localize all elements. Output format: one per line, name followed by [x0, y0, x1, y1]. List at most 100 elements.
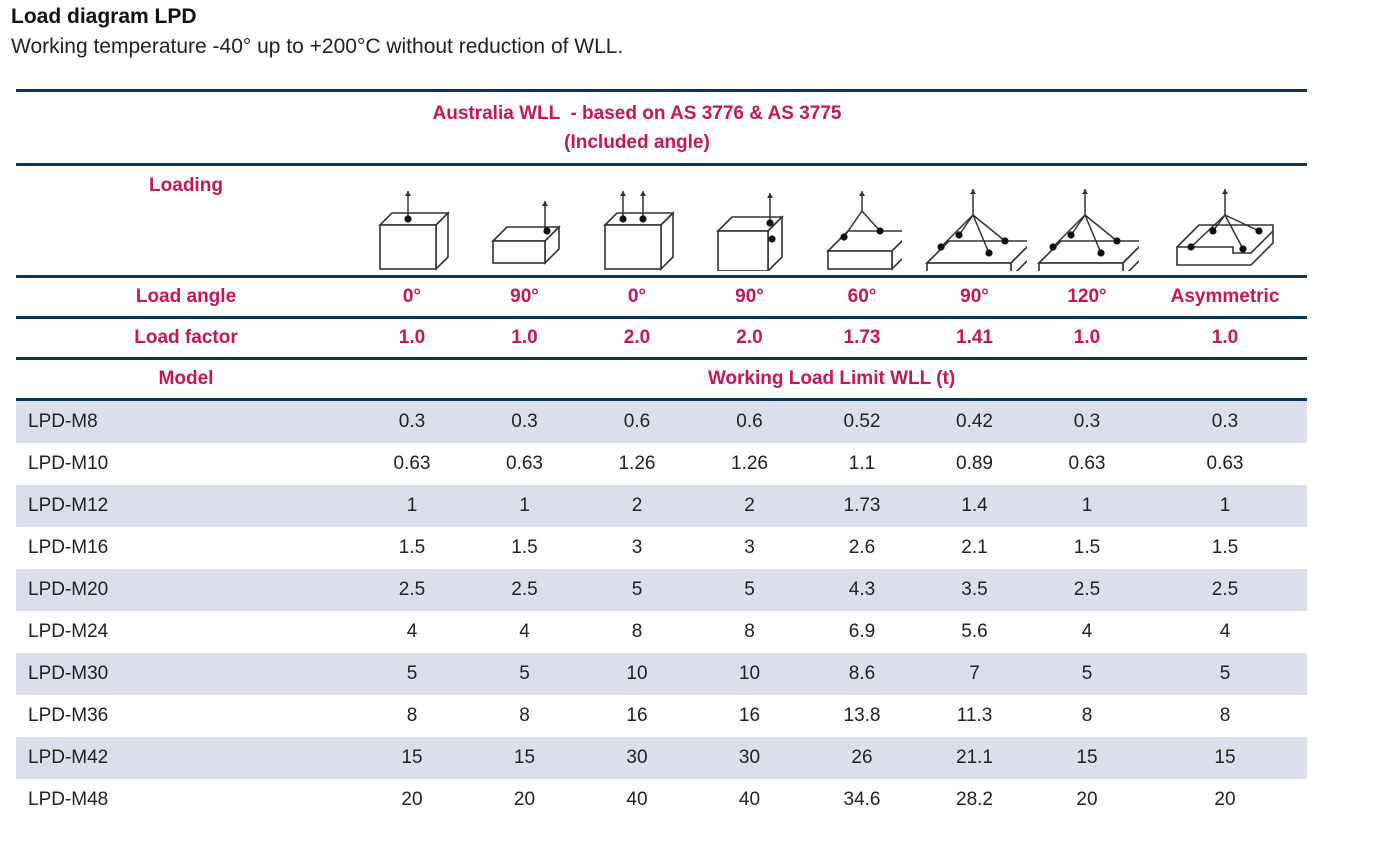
- load-factor-cell: 1.0: [1031, 317, 1143, 360]
- wll-cell: 15: [1143, 737, 1307, 779]
- load-factor-cell: 1.0: [356, 317, 468, 360]
- two-point-vertical-cube-icon: [603, 191, 675, 271]
- table-row: LPD-M42 15 15 30 30 26 21.1 15 15: [16, 737, 1307, 779]
- wll-cell: 15: [468, 737, 581, 779]
- wll-cell: 0.3: [356, 399, 468, 443]
- loading-cell: [1143, 164, 1307, 278]
- load-factor-cell: 1.41: [918, 317, 1031, 360]
- loading-cell: [806, 164, 918, 278]
- table-row: LPD-M12 1 1 2 2 1.73 1.4 1 1: [16, 485, 1307, 527]
- wll-cell: 26: [806, 737, 918, 779]
- loading-cell: [693, 164, 806, 278]
- wll-cell: 5: [1143, 653, 1307, 695]
- loading-cell: [356, 164, 468, 278]
- two-point-side-cube-icon: [715, 193, 784, 271]
- wll-cell: 2.5: [468, 569, 581, 611]
- wll-cell: 21.1: [918, 737, 1031, 779]
- wll-cell: 15: [1031, 737, 1143, 779]
- wll-cell: 8: [744, 621, 755, 642]
- loading-row: Loading: [16, 164, 1307, 278]
- wll-cell: 1: [356, 485, 468, 527]
- wll-cell: 1.5: [1211, 537, 1239, 558]
- load-factor-cell: 1.73: [806, 317, 918, 360]
- wll-cell: 8: [1081, 705, 1093, 726]
- wll-cell: 30: [693, 737, 806, 779]
- table-header: Australia WLL - based on AS 3776 & AS 37…: [356, 89, 918, 166]
- wll-cell: 5: [468, 653, 581, 695]
- model-cell: LPD-M10: [28, 453, 109, 474]
- load-factor-row: Load factor 1.0 1.0 2.0 2.0 1.73 1.41 1.0 1.0: [16, 317, 1307, 360]
- wll-cell: 0.3: [468, 399, 581, 443]
- four-leg-sling-slab-icon: [1037, 189, 1139, 271]
- model-header-row: Model Working Load Limit WLL (t): [16, 358, 1307, 401]
- wll-cell: 20: [513, 789, 536, 810]
- load-factor-cell: 2.0: [581, 317, 693, 360]
- load-angle-row: Load angle 0° 90° 0° 90° 60° 90° 120° Asymmetri…: [16, 276, 1307, 319]
- wll-cell: 20: [401, 789, 423, 810]
- loading-cell: [1031, 164, 1143, 278]
- wll-cell: 10: [693, 653, 806, 695]
- table-row: LPD-M20 2.5 2.5 5 5 4.3 3.5 2.5 2.5: [16, 569, 1307, 611]
- wll-cell: 3: [631, 537, 643, 558]
- wll-cell: 30: [581, 737, 693, 779]
- wll-cell: 20: [1214, 789, 1236, 810]
- wll-cell: 15: [356, 737, 468, 779]
- loading-label: Loading: [16, 164, 356, 278]
- wll-cell: 16: [626, 705, 648, 726]
- wll-cell: 5.6: [961, 621, 988, 642]
- wll-cell: 2.5: [1031, 569, 1143, 611]
- wll-cell: 4: [406, 621, 418, 642]
- table-row: LPD-M8 0.3 0.3 0.6 0.6 0.52 0.42 0.3 0.3: [16, 399, 1307, 443]
- wll-cell: 5: [693, 569, 806, 611]
- wll-cell: 10: [581, 653, 693, 695]
- load-angle-cell: 90°: [693, 276, 806, 319]
- table-header-spacer: [918, 89, 1307, 166]
- model-cell: LPD-M20: [16, 569, 356, 611]
- load-angle-label: Load angle: [16, 276, 356, 319]
- wll-cell: 5: [581, 569, 693, 611]
- wll-cell: 0.6: [693, 399, 806, 443]
- load-factor-label: Load factor: [16, 317, 356, 360]
- model-cell: LPD-M36: [28, 705, 109, 726]
- wll-cell: 7: [918, 653, 1031, 695]
- model-cell: LPD-M12: [16, 485, 356, 527]
- model-cell: LPD-M16: [28, 537, 109, 558]
- wll-cell: 0.6: [581, 399, 693, 443]
- wll-cell: 6.9: [848, 621, 876, 642]
- wll-cell: 0.63: [1206, 453, 1244, 474]
- wll-cell: 0.63: [393, 453, 431, 474]
- wll-cell: 4: [1081, 621, 1093, 642]
- wll-cell: 1.1: [848, 453, 876, 474]
- wll-cell: 1: [468, 485, 581, 527]
- wll-cell: 2: [693, 485, 806, 527]
- wll-cell: 8: [631, 621, 643, 642]
- load-angle-cell: 0°: [581, 276, 693, 319]
- wll-cell: 4: [519, 621, 530, 642]
- wll-cell: 8: [1219, 705, 1231, 726]
- wll-cell: 1.73: [806, 485, 918, 527]
- wll-cell: 5: [356, 653, 468, 695]
- loading-cell: [581, 164, 693, 278]
- table-row: LPD-M16 1.5 1.5 3 3 2.6 2.1 1.5 1.5: [16, 527, 1307, 569]
- wll-cell: 2.5: [1143, 569, 1307, 611]
- load-angle-cell: 90°: [468, 276, 581, 319]
- wll-cell: 20: [1076, 789, 1098, 810]
- wll-cell: 1.26: [618, 453, 656, 474]
- wll-cell: 40: [626, 789, 648, 810]
- wll-cell: 8: [406, 705, 418, 726]
- wll-cell: 2.6: [848, 537, 876, 558]
- single-point-vertical-cube-icon: [378, 191, 450, 271]
- wll-cell: 1.26: [731, 453, 768, 474]
- wll-cell: 1.5: [1073, 537, 1101, 558]
- wll-cell: 1: [1143, 485, 1307, 527]
- wll-cell: 13.8: [843, 705, 881, 726]
- load-angle-cell: Asymmetric: [1143, 276, 1307, 319]
- wll-cell: 5: [1031, 653, 1143, 695]
- wll-cell: 4: [1219, 621, 1231, 642]
- wll-cell: 3: [744, 537, 755, 558]
- asymmetric-sling-stepped-slab-icon: [1176, 189, 1274, 266]
- wll-cell: 8.6: [806, 653, 918, 695]
- load-angle-cell: 0°: [356, 276, 468, 319]
- four-leg-sling-slab-icon: [924, 189, 1027, 271]
- wll-cell: 1.5: [398, 537, 426, 558]
